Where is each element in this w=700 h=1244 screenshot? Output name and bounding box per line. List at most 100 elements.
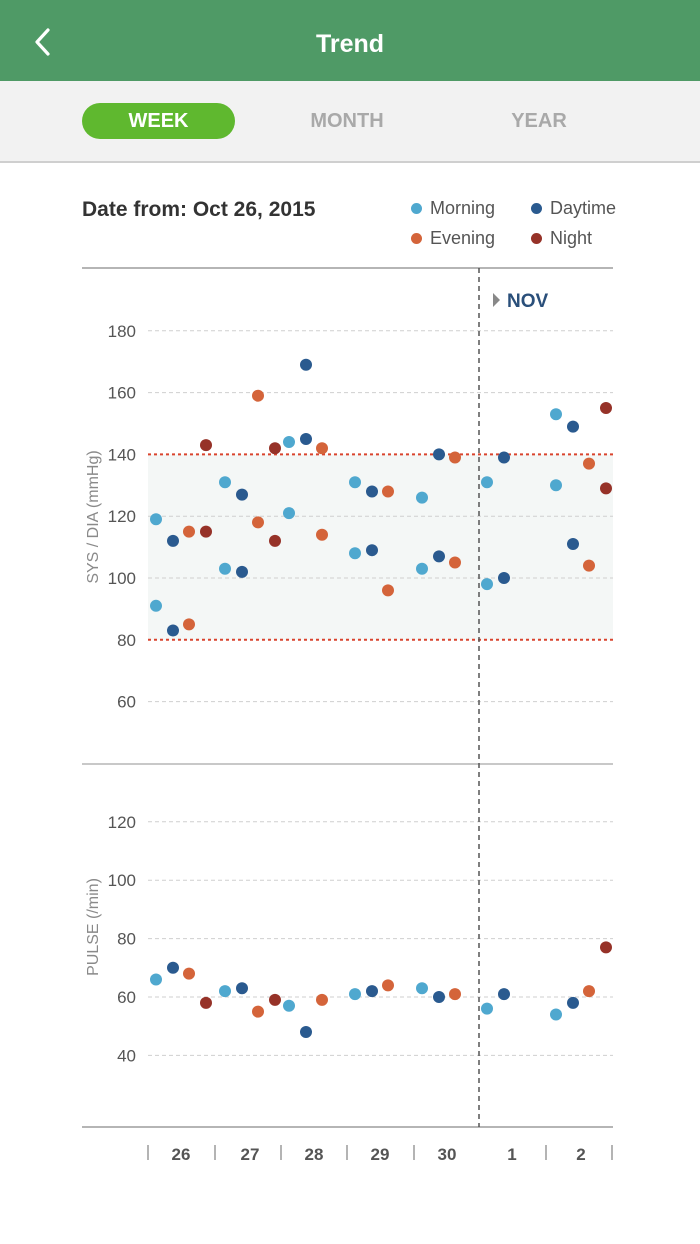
bp-point-daytime[interactable] [498,451,510,464]
day-label: 1 [507,1145,516,1164]
bp-point-night[interactable] [600,402,612,415]
bp-point-morning[interactable] [550,479,562,492]
pulse-point-daytime[interactable] [236,982,248,995]
bp-tick-label: 100 [108,569,136,588]
bp-point-daytime[interactable] [300,358,312,371]
pulse-point-daytime[interactable] [366,985,378,998]
bp-point-morning[interactable] [150,513,162,526]
period-tab-bar: WEEK MONTH YEAR [0,81,700,163]
caret-right-icon [493,293,500,307]
back-button[interactable] [24,22,64,62]
pulse-point-night[interactable] [200,996,212,1009]
pulse-point-morning[interactable] [219,985,231,998]
bp-point-morning[interactable] [349,547,361,560]
tab-year[interactable]: YEAR [511,110,567,132]
bp-point-evening[interactable] [252,389,264,402]
pulse-point-evening[interactable] [382,979,394,992]
bp-point-morning[interactable] [150,599,162,612]
pulse-point-evening[interactable] [183,967,195,980]
pulse-tick-label: 80 [117,930,136,949]
bp-point-daytime[interactable] [300,432,312,445]
bp-point-morning[interactable] [219,562,231,575]
pulse-tick-label: 40 [117,1046,136,1065]
bp-point-daytime[interactable] [567,420,579,433]
bp-point-evening[interactable] [583,457,595,470]
bp-tick-label: 120 [108,507,136,526]
bp-point-night[interactable] [200,525,212,538]
bp-point-daytime[interactable] [167,534,179,547]
pulse-y-axis-label: PULSE (/min) [85,878,102,976]
bp-point-daytime[interactable] [366,485,378,498]
bp-point-daytime[interactable] [498,572,510,584]
bp-point-daytime[interactable] [366,544,378,557]
bp-tick-label: 140 [108,445,136,464]
day-label: 28 [305,1145,324,1164]
bp-point-morning[interactable] [219,476,231,489]
bp-point-evening[interactable] [449,451,461,464]
bp-point-daytime[interactable] [167,624,179,637]
tab-month[interactable]: MONTH [310,110,384,132]
bp-tick-label: 160 [108,384,136,403]
pulse-tick-label: 60 [117,988,136,1007]
bp-point-morning[interactable] [283,507,295,520]
bp-point-evening[interactable] [183,618,195,631]
bp-point-morning[interactable] [481,578,493,591]
page-title: Trend [315,30,385,58]
bp-point-daytime[interactable] [236,565,248,578]
daytime-dot-icon [531,203,542,214]
bp-tick-label: 60 [117,693,136,712]
bp-point-evening[interactable] [382,485,394,498]
pulse-point-morning[interactable] [550,1008,562,1021]
bp-point-night[interactable] [269,442,281,455]
pulse-point-morning[interactable] [349,988,361,1001]
day-label: 26 [172,1145,191,1164]
bp-point-morning[interactable] [283,436,295,449]
evening-dot-icon [411,233,422,244]
bp-y-axis-label: SYS / DIA (mmHg) [85,450,102,583]
pulse-tick-label: 120 [108,813,136,832]
pulse-point-morning[interactable] [150,973,162,986]
pulse-point-evening[interactable] [449,988,461,1001]
bp-point-evening[interactable] [316,442,328,455]
bp-point-evening[interactable] [316,528,328,541]
pulse-point-evening[interactable] [252,1005,264,1018]
app-header: Trend [0,0,700,81]
tab-week[interactable]: WEEK [82,103,235,139]
pulse-point-night[interactable] [269,993,281,1006]
day-label: 29 [371,1145,390,1164]
bp-tick-label: 80 [117,631,136,650]
bp-point-evening[interactable] [382,584,394,597]
bp-point-morning[interactable] [349,476,361,489]
pulse-point-morning[interactable] [481,1002,493,1015]
pulse-point-daytime[interactable] [567,996,579,1009]
bp-point-night[interactable] [600,482,612,495]
bp-point-morning[interactable] [416,562,428,575]
pulse-point-daytime[interactable] [300,1026,312,1039]
bp-point-morning[interactable] [481,476,493,489]
bp-point-morning[interactable] [550,408,562,421]
pulse-point-evening[interactable] [316,993,328,1006]
pulse-point-daytime[interactable] [167,961,179,974]
pulse-point-morning[interactable] [416,982,428,995]
pulse-point-evening[interactable] [583,985,595,998]
bp-point-night[interactable] [269,534,281,547]
bp-point-morning[interactable] [416,491,428,504]
bp-point-daytime[interactable] [567,538,579,551]
bp-point-daytime[interactable] [433,448,445,461]
chevron-left-icon[interactable] [24,22,64,62]
bp-point-daytime[interactable] [236,488,248,501]
bp-point-evening[interactable] [183,525,195,538]
bp-point-daytime[interactable] [433,550,445,563]
date-from-label: Date from: Oct 26, 2015 [82,198,316,221]
pulse-point-night[interactable] [600,941,612,954]
pulse-tick-label: 100 [108,871,136,890]
pulse-point-daytime[interactable] [498,988,510,1001]
pulse-point-morning[interactable] [283,999,295,1012]
bp-point-night[interactable] [200,439,212,452]
night-dot-icon [531,233,542,244]
bp-point-evening[interactable] [449,556,461,569]
pulse-point-daytime[interactable] [433,991,445,1003]
bp-point-evening[interactable] [583,559,595,572]
bp-point-evening[interactable] [252,516,264,529]
